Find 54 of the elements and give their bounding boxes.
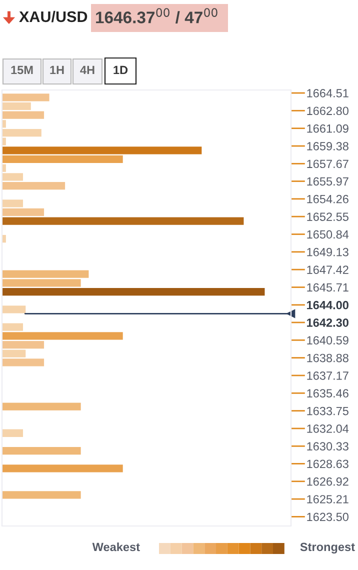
bar: [2, 94, 50, 102]
chart-title: XAU/USD: [19, 10, 88, 22]
y-tick-label: 1652.55: [307, 212, 348, 221]
y-tick-label: 1638.88: [307, 354, 348, 362]
bar: [2, 288, 265, 296]
text: Strongest: [300, 542, 355, 554]
y-tick-label: 1635.46: [307, 389, 348, 398]
y-tick-label: 1623.50: [307, 512, 348, 522]
y-tick-label: 1654.26: [307, 194, 348, 204]
bar: [2, 155, 123, 164]
y-tick-label: 1661.09: [307, 124, 348, 133]
bar: [2, 446, 81, 455]
bar: [2, 350, 26, 358]
bar: [2, 332, 123, 340]
y-tick-label: 1637.17: [307, 372, 348, 380]
text: 4H: [80, 66, 94, 74]
bar: [2, 182, 66, 190]
bar: [2, 306, 26, 314]
bar: [2, 464, 123, 472]
y-tick-label: 1633.75: [307, 406, 348, 416]
y-tick-label: 1657.67: [307, 160, 348, 168]
text: Weakest: [92, 542, 140, 552]
y-tick-label: 1649.13: [307, 248, 348, 256]
y-tick-label: 1628.63: [307, 460, 348, 468]
text: 1H: [50, 66, 64, 74]
bar: [2, 208, 44, 216]
y-tick-label: 1664.51: [307, 89, 348, 98]
y-tick-label: 1640.59: [307, 336, 348, 345]
text: 15M: [11, 66, 33, 74]
bar: [2, 491, 81, 499]
y-tick-label: 1645.71: [307, 283, 348, 292]
bar: [2, 200, 24, 208]
y-tick-label: 1650.84: [307, 230, 349, 239]
bar: [2, 402, 81, 410]
y-tick-label: 1659.38: [307, 142, 348, 150]
bar: [2, 358, 44, 366]
y-tick-label: 1632.04: [307, 424, 349, 433]
bar: [2, 146, 202, 154]
y-tick-label: 1644.00: [307, 300, 348, 310]
bar: [2, 111, 44, 119]
y-tick-label: 1625.21: [307, 495, 348, 504]
y-tick-label: 1662.80: [307, 106, 348, 116]
bar: [2, 429, 24, 437]
bar: [2, 217, 244, 225]
y-tick-label: 1647.42: [307, 266, 348, 274]
bar: [2, 340, 44, 349]
text: 1D: [114, 66, 128, 74]
y-tick-label: 1630.33: [307, 442, 348, 451]
chart-subtitle: 1646.37$^{00}$ / 47$^{00}$: [96, 8, 218, 24]
bar: [2, 323, 24, 331]
y-tick-label: 1626.92: [307, 477, 348, 486]
y-tick-label: 1655.97: [307, 177, 348, 186]
bar: [2, 102, 31, 110]
y-tick-label: 1642.30: [307, 318, 348, 327]
